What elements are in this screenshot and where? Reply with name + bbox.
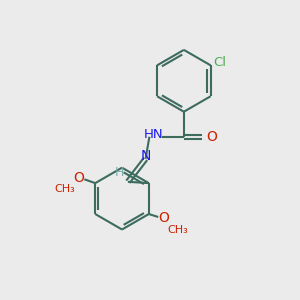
Text: HN: HN [144,128,163,141]
Text: Cl: Cl [214,56,226,70]
Text: CH₃: CH₃ [55,184,75,194]
Text: N: N [140,149,151,164]
Text: O: O [74,171,85,185]
Text: O: O [158,212,169,226]
Text: O: O [206,130,217,144]
Text: CH₃: CH₃ [167,225,188,235]
Text: H: H [115,166,124,179]
